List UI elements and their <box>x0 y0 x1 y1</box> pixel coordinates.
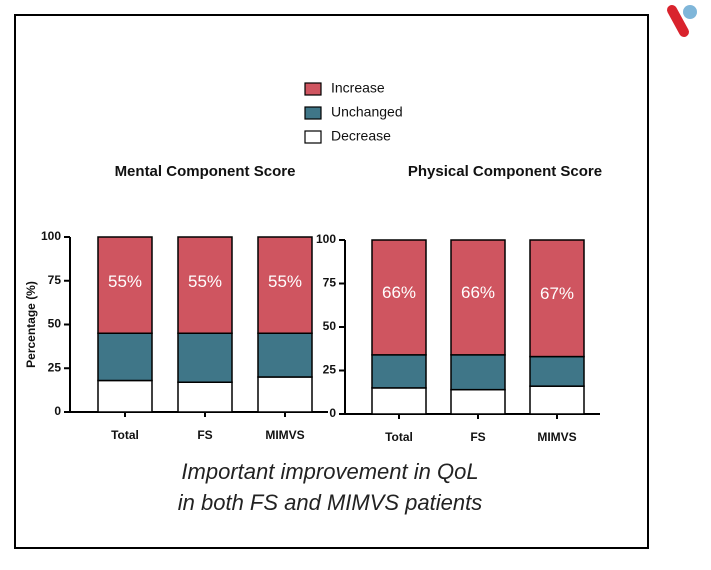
y-axis-label: Percentage (%) <box>24 281 38 368</box>
chart-title: Physical Component Score <box>408 163 602 180</box>
bar-segment <box>257 236 313 334</box>
bar-segment <box>177 381 233 413</box>
value-label: 67% <box>540 284 574 303</box>
x-tick-label: FS <box>470 430 485 444</box>
y-tick-label: 0 <box>54 404 61 418</box>
bar-segment <box>450 239 506 356</box>
legend-label: Decrease <box>331 128 391 144</box>
value-label: 55% <box>188 272 222 291</box>
y-tick-label: 25 <box>323 363 337 377</box>
bar-segment <box>529 355 585 387</box>
y-tick-label: 50 <box>323 319 337 333</box>
bar-segment <box>371 387 427 415</box>
y-tick-label: 100 <box>41 229 61 243</box>
logo <box>667 5 697 37</box>
bar-segment <box>177 236 233 334</box>
caption-line: in both FS and MIMVS patients <box>178 490 483 515</box>
y-tick-label: 75 <box>48 273 62 287</box>
value-label: 66% <box>461 283 495 302</box>
legend-swatch <box>304 106 322 120</box>
y-tick-label: 0 <box>329 406 336 420</box>
frame <box>14 14 649 549</box>
value-label: 66% <box>382 283 416 302</box>
bar-segment <box>371 239 427 356</box>
x-tick-label: Total <box>111 428 139 442</box>
y-tick-label: 50 <box>48 317 62 331</box>
legend-label: Unchanged <box>331 104 403 120</box>
x-tick-label: MIMVS <box>265 428 304 442</box>
bar-segment <box>257 376 313 413</box>
x-tick-label: FS <box>197 428 212 442</box>
y-tick-label: 25 <box>48 360 62 374</box>
chart-title: Mental Component Score <box>115 163 296 180</box>
caption-line: Important improvement in QoL <box>181 459 478 484</box>
x-tick-label: Total <box>385 430 413 444</box>
value-label: 55% <box>108 272 142 291</box>
bar-segment <box>371 354 427 389</box>
bar-segment <box>450 388 506 415</box>
bar-segment <box>529 385 585 415</box>
bar-segment <box>97 332 153 382</box>
bar-segment <box>177 332 233 383</box>
bar-segment <box>529 239 585 358</box>
x-tick-label: MIMVS <box>537 430 576 444</box>
legend-swatch <box>304 82 322 96</box>
bar-segment <box>257 332 313 378</box>
bar-segment <box>450 354 506 391</box>
y-tick-label: 75 <box>323 276 337 290</box>
bar-segment <box>97 236 153 334</box>
value-label: 55% <box>268 272 302 291</box>
legend-swatch <box>304 130 322 144</box>
legend-label: Increase <box>331 80 385 96</box>
y-tick-label: 100 <box>316 232 336 246</box>
bar-segment <box>97 379 153 413</box>
